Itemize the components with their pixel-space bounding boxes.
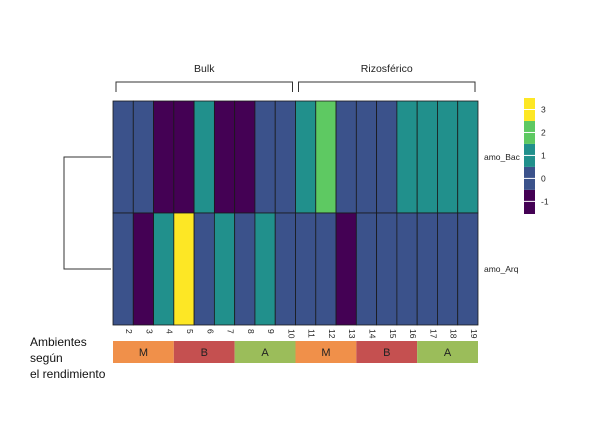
dendrogram-branch [63, 156, 111, 270]
heatmap-cell [295, 212, 317, 326]
group-label: Rizosférico [361, 63, 413, 75]
column-label: 9 [266, 329, 276, 334]
heatmap-cell [335, 100, 357, 214]
heatmap-cell [173, 100, 195, 214]
heatmap-cell [132, 100, 154, 214]
legend-tick-label: 0 [541, 173, 546, 183]
column-group-headers: Bulk Rizosférico [115, 63, 476, 92]
heatmap-cell [213, 100, 236, 214]
legend-color-band [524, 189, 535, 214]
heatmap-cell [376, 100, 398, 214]
heatmap-cell [213, 212, 236, 326]
heatmap-cell [274, 212, 296, 326]
column-label: 18 [449, 329, 459, 339]
heatmap-cell [376, 212, 398, 326]
annotation-segment [113, 341, 174, 363]
heatmap-cell [234, 212, 256, 326]
heatmap-cell [355, 212, 378, 326]
color-legend: 3 2 1 0 -1 [524, 98, 549, 214]
column-label: 10 [286, 329, 296, 339]
annotation-title-line1: Ambientes según [30, 335, 87, 365]
heatmap-cell [335, 212, 357, 326]
annotation-segment-label: M [321, 347, 330, 359]
column-label: 14 [367, 329, 377, 339]
column-labels: 2 3 4 5 6 7 8 9 10 11 12 13 14 15 16 17 18 19 [124, 329, 479, 339]
heatmap-cell [396, 212, 418, 326]
heatmap-cell [254, 212, 276, 326]
column-label: 5 [185, 329, 195, 334]
column-label: 8 [246, 329, 256, 334]
column-label: 19 [469, 329, 479, 339]
annotation-segment [356, 341, 418, 363]
heatmap-cell [416, 212, 438, 326]
heatmap-cell [234, 100, 256, 214]
legend-tick-label: 3 [541, 104, 546, 114]
column-label: 13 [347, 329, 357, 339]
heatmap-cell [355, 100, 378, 214]
column-label: 16 [408, 329, 418, 339]
heatmap-cell [193, 100, 215, 214]
column-label: 11 [307, 329, 317, 338]
heatmap-cell [132, 212, 154, 326]
column-label: 6 [205, 329, 215, 334]
group-label: Bulk [194, 63, 215, 75]
annotation-title: Ambientes según el rendimiento [30, 334, 120, 382]
column-label: 2 [124, 329, 134, 334]
row-label: amo_Arq [484, 264, 519, 274]
heatmap-cell [274, 100, 296, 214]
row-dendrogram [63, 156, 111, 270]
heatmap-cell [396, 100, 418, 214]
heatmap-cell [295, 100, 317, 214]
heatmap-cell [112, 100, 134, 214]
heatmap-cell [112, 212, 134, 326]
heatmap-cell [457, 212, 479, 326]
column-label: 12 [327, 329, 337, 339]
row-labels: amo_Bac amo_Arq [484, 152, 521, 274]
annotation-segment-label: A [444, 347, 452, 359]
column-label: 3 [144, 329, 154, 334]
heatmap-cell [153, 212, 175, 326]
annotation-segment-label: M [139, 347, 148, 359]
annotation-segment [295, 341, 357, 363]
heatmap-cell [153, 100, 175, 214]
annotation-segment [173, 341, 235, 363]
annotation-segment-label: B [201, 347, 208, 359]
heatmap-cell [254, 100, 276, 214]
group-bracket [298, 81, 476, 92]
legend-tick-label: 1 [541, 150, 546, 160]
legend-tick-label: -1 [541, 196, 549, 206]
heatmap-cell [173, 212, 195, 326]
row-label: amo_Bac [484, 152, 521, 162]
heatmap-cell [315, 100, 337, 214]
column-label: 17 [428, 329, 438, 339]
group-bracket [115, 81, 293, 92]
annotation-title-line2: el rendimiento [30, 367, 106, 381]
column-label: 15 [388, 329, 398, 339]
annotation-segment-label: A [261, 347, 269, 359]
heatmap-cell [416, 100, 438, 214]
heatmap-cell [193, 212, 215, 326]
heatmap-cell [315, 212, 337, 326]
heatmap-cells [112, 100, 479, 326]
heatmap-cell [437, 100, 459, 214]
heatmap-cell [457, 100, 479, 214]
annotation-segment [417, 341, 478, 363]
column-label: 4 [165, 329, 175, 334]
annotation-segment-label: B [383, 347, 390, 359]
heatmap-cell [437, 212, 459, 326]
annotation-segment [234, 341, 296, 363]
legend-tick-label: 2 [541, 127, 546, 137]
column-label: 7 [226, 329, 236, 334]
